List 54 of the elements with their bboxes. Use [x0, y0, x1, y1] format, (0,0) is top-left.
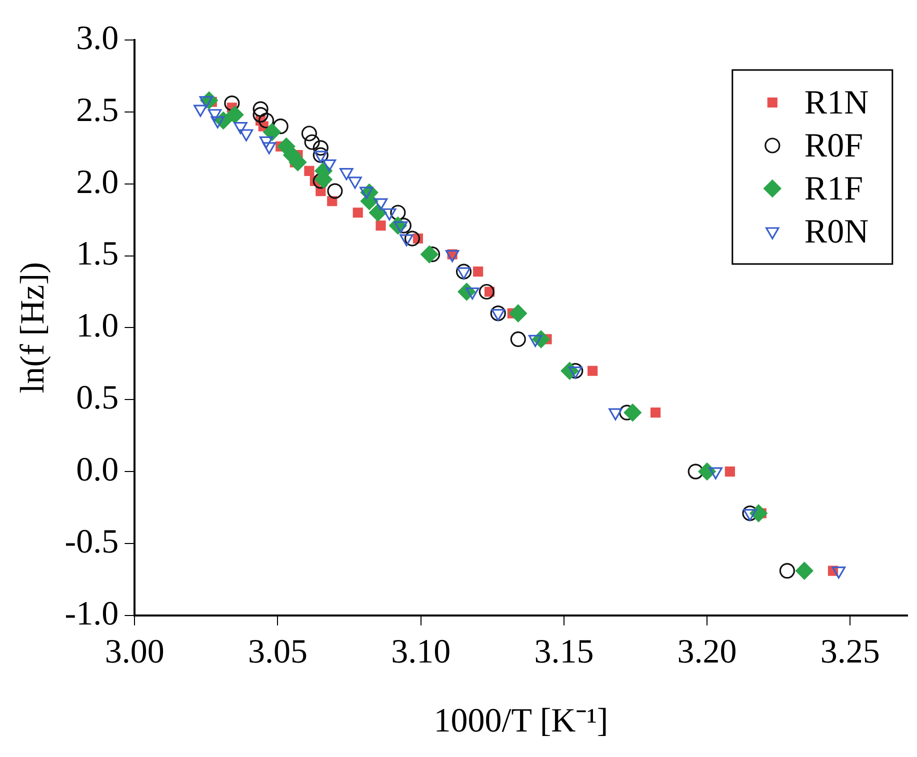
y-axis-title: ln(f [Hz]) [14, 262, 52, 394]
x-tick-label: 3.10 [391, 634, 451, 671]
point [779, 563, 795, 579]
point [510, 331, 526, 348]
point [698, 462, 716, 480]
point [724, 466, 735, 477]
point [624, 404, 642, 422]
y-tick-label: 1.0 [76, 308, 119, 345]
point [376, 220, 386, 231]
point [509, 304, 527, 322]
point [312, 147, 328, 163]
point [301, 126, 318, 142]
point [226, 106, 244, 124]
y-tick-label: 2.0 [76, 164, 119, 201]
legend-label: R0N [804, 213, 869, 250]
point [490, 306, 506, 322]
point [224, 95, 240, 112]
y-tick-label: 0.0 [76, 451, 119, 488]
point [796, 562, 814, 580]
y-tick-label: 3.0 [76, 20, 119, 57]
point [304, 134, 320, 150]
point [404, 230, 420, 246]
point [420, 246, 438, 264]
point [456, 264, 472, 280]
point [252, 107, 268, 123]
legend-label: R1F [804, 170, 863, 208]
point [258, 112, 274, 128]
point [352, 208, 363, 218]
x-tick-label: 3.15 [534, 634, 594, 671]
x-tick-label: 3.05 [248, 634, 308, 671]
point [650, 408, 661, 418]
x-tick-label: 3.25 [820, 634, 880, 671]
point [272, 118, 288, 134]
point [390, 204, 406, 220]
x-axis-title: 1000/T [K⁻¹] [434, 702, 608, 740]
y-tick-label: -0.5 [64, 523, 119, 560]
point [259, 136, 274, 148]
y-tick-label: 0.5 [76, 380, 119, 417]
x-tick-label: 3.20 [677, 634, 737, 671]
y-tick-label: 1.5 [76, 236, 119, 273]
x-tick-label: 3.00 [104, 634, 164, 671]
y-tick-label: -1.0 [64, 595, 119, 632]
y-tick-label: 2.5 [76, 92, 119, 129]
legend-label: R1N [804, 84, 869, 122]
point [312, 140, 328, 156]
point [588, 366, 598, 376]
point [252, 101, 268, 117]
point [327, 183, 343, 199]
point [478, 284, 494, 300]
point [263, 123, 281, 141]
point [304, 166, 314, 176]
point [688, 464, 704, 480]
point [473, 266, 484, 277]
legend-label: R0F [804, 127, 863, 164]
